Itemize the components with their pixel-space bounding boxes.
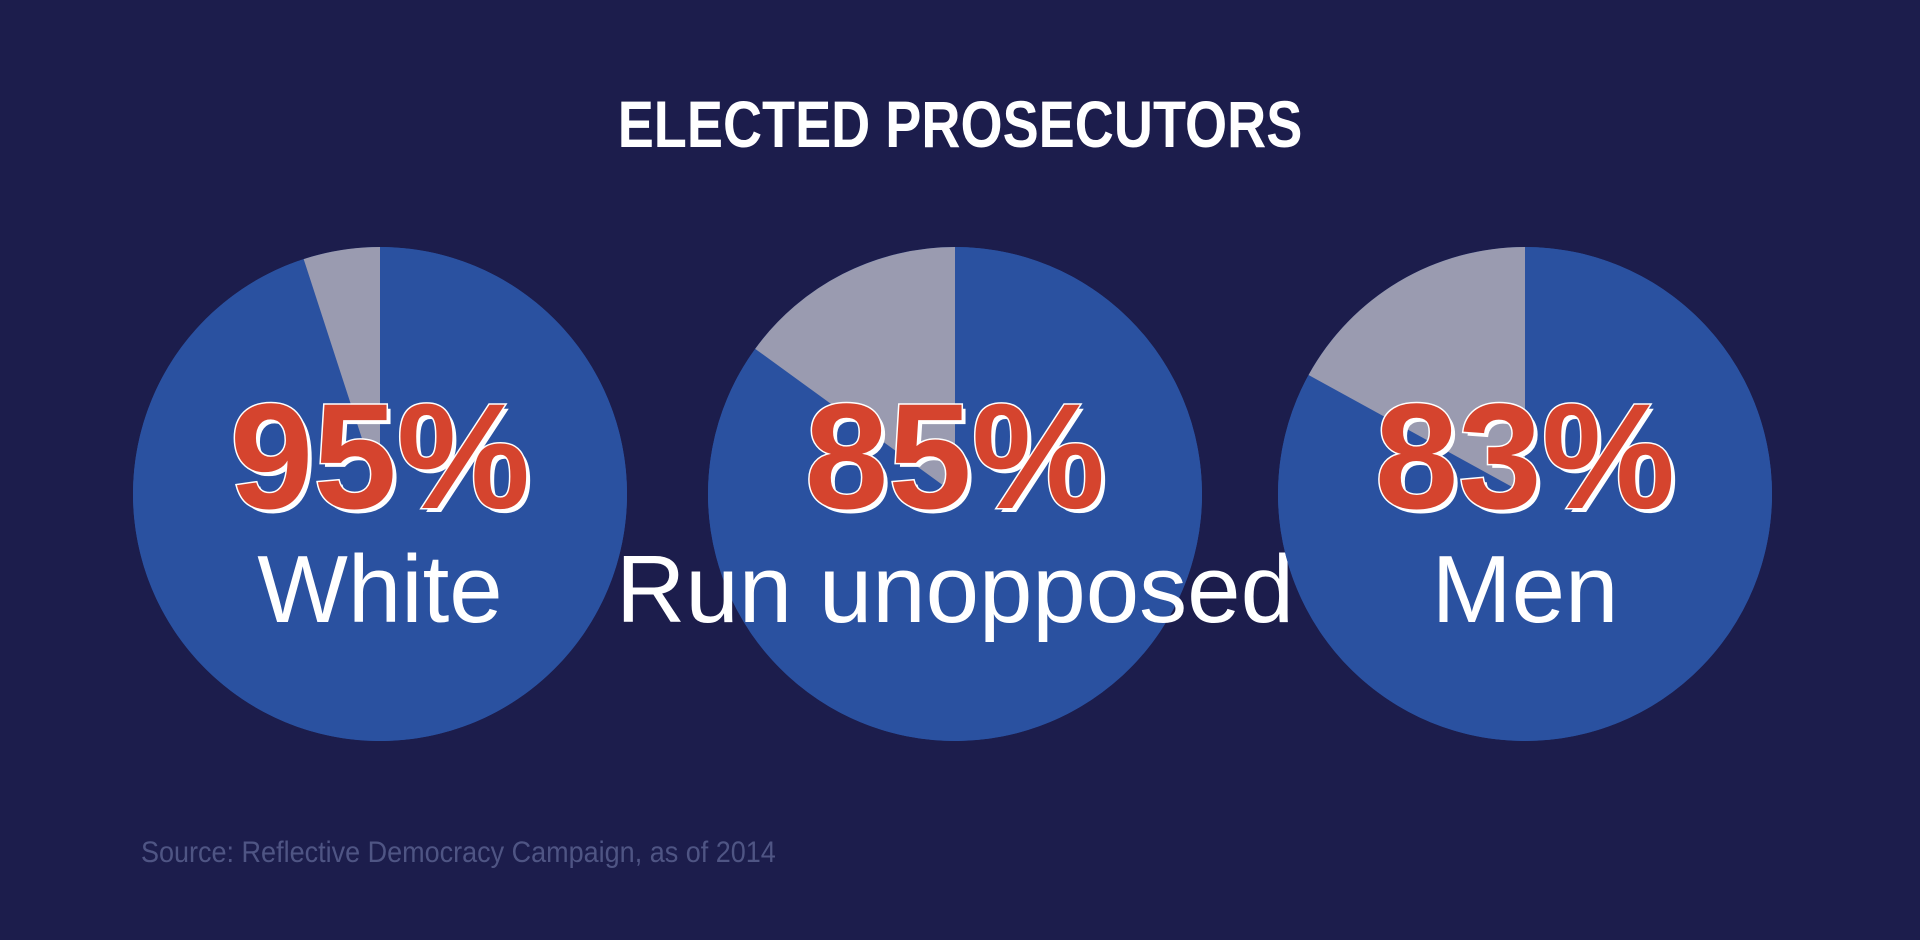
pie-label: Men xyxy=(1432,536,1619,643)
pie-slice-remainder xyxy=(1308,247,1525,494)
pie-slice-remainder xyxy=(755,247,955,494)
source-note: Source: Reflective Democracy Campaign, a… xyxy=(141,836,776,869)
pie-slice-value xyxy=(133,247,628,741)
pie-percentage-shadow: 85% xyxy=(809,376,1109,544)
pie-slice-value xyxy=(1278,247,1772,742)
pie-percentage-shadow: 95% xyxy=(234,376,534,544)
pie-slice-remainder xyxy=(303,247,380,494)
pie-label: White xyxy=(257,536,502,643)
pie-percentage: 83% xyxy=(1375,372,1675,540)
pie-chart-2: 85% 85% Run unopposed xyxy=(616,247,1294,741)
pie-percentage: 95% xyxy=(230,372,530,540)
chart-title: ELECTED PROSECUTORS xyxy=(617,87,1303,161)
pie-percentage-shadow: 83% xyxy=(1379,376,1679,544)
pie-chart-3: 83% 83% Men xyxy=(1278,247,1772,742)
pie-label: Run unopposed xyxy=(616,536,1294,643)
pie-percentage: 85% xyxy=(805,372,1105,540)
pie-chart-1: 95% 95% White xyxy=(133,247,628,741)
